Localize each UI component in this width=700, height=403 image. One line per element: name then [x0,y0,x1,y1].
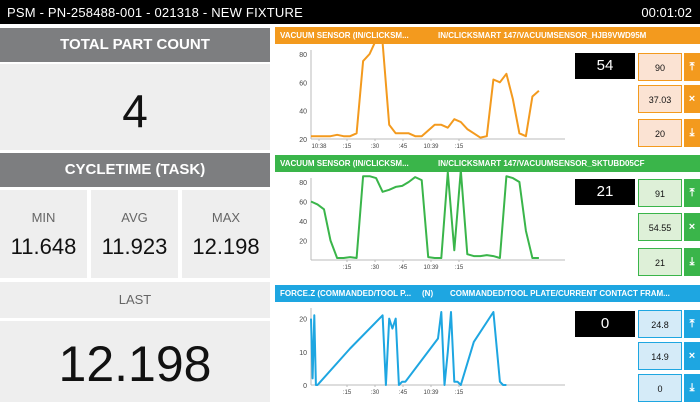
chart-header: FORCE.Z (COMMANDED/TOOL P... (N) COMMAND… [275,285,700,302]
y-tick-label: 20 [299,317,307,324]
min-panel: MIN 11.648 [0,190,87,278]
x-tick-label: :15 [343,144,352,150]
chart-row-force-z: FORCE.Z (COMMANDED/TOOL P... (N) COMMAND… [275,285,700,402]
series-path: IN/CLICKSMART 147/VACUUMSENSOR_HJB9VWD95… [438,31,647,40]
series-path: IN/CLICKSMART 147/VACUUMSENSOR_SKTUBD05C… [438,159,645,168]
min-arrow-icon: ⤓ [684,248,700,276]
avg-value: 11.923 [101,234,168,259]
avg-value: 37.03 [638,85,682,113]
min-arrow-icon: ⤓ [684,374,700,402]
y-tick-label: 40 [299,219,307,226]
elapsed-time: 00:01:02 [641,5,692,20]
stats-panel: TOTAL PART COUNT 4 CYCLETIME (TASK) MIN … [0,24,270,402]
y-tick-label: 80 [299,180,307,187]
chart-header: VACUUM SENSOR (IN/CLICKSM... IN/CLICKSMA… [275,27,700,44]
y-tick-label: 0 [303,383,307,390]
max-label: MAX [211,210,241,225]
series-line [311,44,540,139]
current-value: 0 [575,311,635,337]
x-tick-label: :45 [399,390,408,396]
fixture-title: PSM - PN-258488-001 - 021318 - NEW FIXTU… [7,5,303,20]
avg-value: 14.9 [638,342,682,370]
max-arrow-icon: ⤒ [684,310,700,338]
x-tick-label: :15 [455,265,464,271]
y-tick-label: 40 [299,109,307,116]
max-value: 24.8 [638,310,682,338]
x-tick-label: :30 [371,390,380,396]
max-value: 91 [638,179,682,207]
series-line [310,172,539,259]
cycletime-header: CYCLETIME (TASK) [0,153,270,187]
avg-indicator: 54.55 × [638,213,700,241]
x-tick-label: 10:38 [311,144,327,150]
min-indicator: 21 ⤓ [638,248,700,276]
series-name: FORCE.Z (COMMANDED/TOOL P... [280,289,412,298]
x-tick-label: 10:39 [423,144,439,150]
series-unit: (N) [422,289,434,298]
avg-icon: × [684,213,700,241]
x-tick-label: :30 [371,144,380,150]
current-value: 21 [575,179,635,205]
y-tick-label: 60 [299,80,307,87]
min-value: 20 [638,119,682,147]
avg-indicator: 37.03 × [638,85,700,113]
max-arrow-icon: ⤒ [684,179,700,207]
max-indicator: 90 ⤒ [638,53,700,81]
series-line [310,311,507,386]
x-tick-label: :45 [399,144,408,150]
min-arrow-icon: ⤓ [684,119,700,147]
chart-row-vacuum-1: VACUUM SENSOR (IN/CLICKSM... IN/CLICKSMA… [275,27,700,151]
min-label: MIN [31,210,56,225]
max-indicator: 24.8 ⤒ [638,310,700,338]
chart-row-vacuum-2: VACUUM SENSOR (IN/CLICKSM... IN/CLICKSMA… [275,155,700,279]
min-indicator: 20 ⤓ [638,119,700,147]
avg-indicator: 14.9 × [638,342,700,370]
last-value-panel: 12.198 [0,321,270,402]
max-panel: MAX 12.198 [182,190,270,278]
max-indicator: 91 ⤒ [638,179,700,207]
min-value: 0 [638,374,682,402]
series-name: VACUUM SENSOR (IN/CLICKSM... [280,159,409,168]
current-value: 54 [575,53,635,79]
y-tick-label: 10 [299,350,307,357]
x-tick-label: :15 [343,265,352,271]
part-count-header: TOTAL PART COUNT [0,28,270,62]
max-arrow-icon: ⤒ [684,53,700,81]
min-value: 21 [638,248,682,276]
x-tick-label: :15 [455,390,464,396]
min-value: 11.648 [10,234,77,259]
y-tick-label: 80 [299,52,307,59]
x-tick-label: :15 [343,390,352,396]
avg-label: AVG [121,210,148,225]
avg-value: 54.55 [638,213,682,241]
part-count-panel: 4 [0,64,270,150]
y-tick-label: 20 [299,239,307,246]
x-tick-label: 10:39 [423,265,439,271]
y-tick-label: 60 [299,200,307,207]
last-label-panel: LAST [0,282,270,318]
x-tick-label: :45 [399,265,408,271]
last-label: LAST [118,292,152,307]
chart-header: VACUUM SENSOR (IN/CLICKSM... IN/CLICKSMA… [275,155,700,172]
title-bar: PSM - PN-258488-001 - 021318 - NEW FIXTU… [0,0,700,24]
last-value: 12.198 [58,336,212,392]
x-tick-label: 10:39 [423,390,439,396]
series-name: VACUUM SENSOR (IN/CLICKSM... [280,31,409,40]
avg-icon: × [684,85,700,113]
avg-icon: × [684,342,700,370]
series-path: COMMANDED/TOOL PLATE/CURRENT CONTACT FRA… [450,289,670,298]
x-tick-label: :30 [371,265,380,271]
max-value: 90 [638,53,682,81]
vacuum-sensor-1-chart[interactable]: 20 40 60 80 10:38 :15 :30 :45 10:39 :15 [275,44,570,151]
force-z-chart[interactable]: 0 10 20 :15 :30 :45 10:39 :15 [275,302,570,402]
avg-panel: AVG 11.923 [91,190,178,278]
x-tick-label: :15 [455,144,464,150]
min-indicator: 0 ⤓ [638,374,700,402]
vacuum-sensor-2-chart[interactable]: 20 40 60 80 :15 :30 :45 10:39 :15 [275,172,570,279]
max-value: 12.198 [192,234,260,259]
y-tick-label: 20 [299,137,307,144]
part-count-value: 4 [122,85,148,137]
